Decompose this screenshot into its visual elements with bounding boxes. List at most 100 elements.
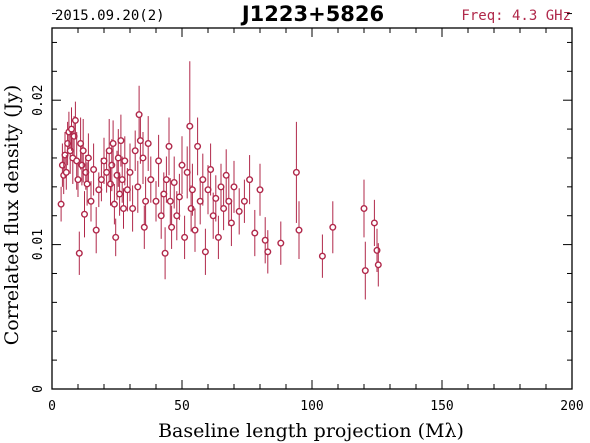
data-point [186, 61, 194, 192]
data-point [117, 114, 125, 167]
data-point [183, 146, 191, 199]
point-marker [67, 125, 75, 133]
point-marker [374, 261, 382, 269]
point-marker [100, 157, 108, 165]
point-marker [170, 179, 178, 187]
point-marker [277, 239, 285, 247]
data-point [230, 160, 238, 213]
source-name: J1223+5826 [240, 2, 384, 26]
point-marker [109, 140, 117, 148]
point-marker [114, 154, 122, 162]
data-point [246, 155, 254, 205]
x-tick-label: 50 [174, 399, 190, 414]
data-point [222, 149, 230, 202]
data-point [196, 178, 204, 225]
data-point [87, 181, 95, 222]
data-point [295, 201, 303, 260]
point-marker [196, 197, 204, 205]
data-point [161, 227, 169, 280]
point-marker [118, 176, 126, 184]
data-point [155, 134, 163, 187]
data-point [360, 179, 368, 238]
point-marker [57, 200, 65, 208]
point-marker [147, 176, 155, 184]
point-marker [105, 147, 113, 155]
point-marker [187, 204, 195, 212]
data-point [157, 192, 165, 239]
point-marker [97, 176, 105, 184]
point-marker [58, 161, 66, 169]
data-point [256, 163, 264, 216]
point-marker [123, 186, 131, 194]
data-point [166, 178, 174, 225]
data-point [57, 186, 65, 222]
point-marker [183, 168, 191, 176]
data-point [84, 133, 92, 183]
data-point [147, 156, 155, 203]
point-marker [360, 204, 368, 212]
point-marker [240, 197, 248, 205]
data-point [123, 168, 131, 212]
point-marker [264, 248, 272, 256]
point-marker [103, 168, 111, 176]
point-marker [134, 183, 142, 191]
point-marker [129, 204, 137, 212]
data-point [201, 228, 209, 275]
point-marker [66, 147, 74, 155]
data-point [129, 185, 137, 232]
data-point [58, 143, 66, 187]
data-point [119, 188, 127, 229]
point-marker [92, 226, 100, 234]
data-point [277, 221, 285, 265]
y-axis-title: Correlated flux density (Jy) [1, 85, 23, 346]
point-marker [230, 183, 238, 191]
point-marker [175, 193, 183, 201]
point-marker [87, 197, 95, 205]
point-marker [165, 142, 173, 150]
data-point [110, 183, 118, 225]
data-point [97, 157, 105, 202]
data-point [220, 186, 228, 231]
point-marker [361, 267, 369, 275]
data-point [83, 162, 91, 206]
point-marker [62, 168, 70, 176]
data-point [105, 118, 113, 183]
point-marker [246, 176, 254, 184]
point-marker [108, 161, 116, 169]
data-point [165, 117, 173, 176]
y-tick-label: 0 [31, 385, 46, 393]
point-marker [207, 166, 215, 174]
point-marker [116, 190, 124, 198]
point-marker [126, 168, 134, 176]
data-point [374, 243, 382, 287]
data-point [75, 231, 83, 275]
data-point [225, 176, 233, 226]
point-marker [166, 197, 174, 205]
data-point [152, 181, 160, 222]
point-marker [261, 236, 269, 244]
point-marker [119, 204, 127, 212]
point-marker [212, 194, 220, 202]
point-marker [80, 210, 88, 218]
point-marker [209, 212, 217, 220]
point-marker [220, 204, 228, 212]
point-marker [112, 233, 120, 241]
point-marker [106, 180, 114, 188]
point-marker [162, 176, 170, 184]
point-marker [71, 116, 79, 124]
point-marker [217, 183, 225, 191]
point-marker [173, 212, 181, 220]
point-marker [318, 252, 326, 260]
y-tick-label: 0.02 [31, 85, 46, 116]
data-point [361, 241, 369, 300]
point-marker [186, 122, 194, 130]
data-point [90, 143, 98, 196]
point-marker [160, 190, 168, 198]
point-marker [95, 186, 103, 194]
data-point [235, 188, 243, 235]
x-tick-label: 200 [560, 399, 583, 414]
point-marker [329, 223, 337, 231]
point-marker [74, 176, 82, 184]
data-point [139, 131, 147, 184]
